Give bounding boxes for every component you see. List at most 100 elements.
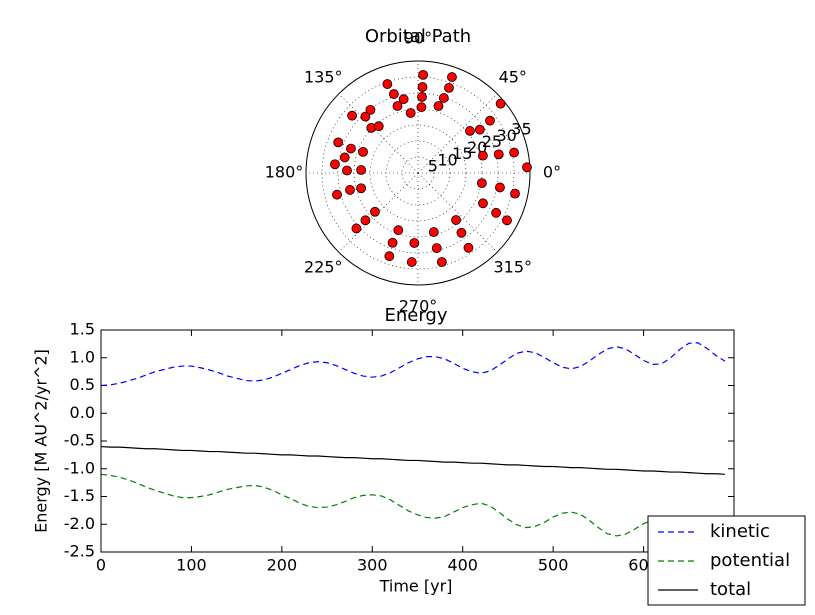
orbit-point [358, 146, 368, 157]
orbit-point [495, 98, 506, 109]
y-axis-label: Energy [M AU^2/yr^2] [32, 349, 51, 533]
y-tick-label: -2.5 [64, 542, 95, 561]
orbit-point [418, 69, 429, 80]
orbit-point [522, 162, 532, 173]
r-tick-label: 35 [511, 120, 531, 139]
x-tick-label: 300 [357, 556, 388, 575]
orbit-point [392, 101, 403, 111]
orbit-point [393, 225, 404, 236]
orbit-point [463, 242, 474, 253]
orbit-point [436, 257, 447, 267]
x-tick-label: 200 [267, 556, 298, 575]
orbit-point [502, 215, 512, 226]
theta-tick-label: 315° [493, 257, 532, 276]
orbit-point [332, 189, 342, 200]
orbit-point [360, 215, 371, 226]
orbit-point [456, 227, 467, 238]
theta-tick-label: 90° [404, 29, 432, 48]
legend-label: potential [710, 550, 790, 571]
y-tick-label: 0.0 [70, 403, 95, 422]
theta-grid-line [338, 93, 419, 174]
series-line [101, 473, 726, 545]
orbit-point [333, 137, 344, 148]
orbit-point [360, 111, 371, 122]
theta-tick-label: 180° [265, 163, 304, 182]
y-tick-label: 0.5 [70, 375, 95, 394]
orbit-point [406, 257, 417, 267]
x-tick-label: 500 [538, 556, 569, 575]
orbit-point [476, 178, 487, 189]
x-tick-label: 400 [447, 556, 478, 575]
legend: kinetic potential total [647, 515, 806, 606]
orbit-point [510, 188, 520, 199]
y-tick-label: -0.5 [64, 431, 95, 450]
orbit-point [339, 152, 350, 163]
polar-frame [305, 60, 531, 286]
orbit-point [387, 237, 398, 248]
y-tick-label: -1.0 [64, 458, 95, 477]
legend-label: kinetic [710, 521, 770, 542]
y-tick-label: -1.5 [64, 486, 95, 505]
orbit-point [330, 159, 340, 170]
orbit-point [428, 227, 439, 237]
plot-area [101, 342, 726, 545]
y-tick-label: 1.0 [70, 347, 95, 366]
y-tick-label: -2.0 [64, 514, 95, 533]
orbit-point [495, 182, 505, 193]
orbit-point [485, 115, 495, 126]
theta-tick-label: 135° [304, 68, 343, 87]
orbit-point [388, 89, 399, 99]
orbit-point [398, 94, 409, 105]
orbit-point [356, 165, 367, 175]
r-tick-label: 5 [428, 156, 438, 175]
orbit-point [417, 92, 427, 102]
orbit-point [451, 215, 461, 225]
orbit-point [405, 108, 416, 118]
series-line [101, 445, 725, 475]
legend-label: total [710, 579, 751, 600]
orbit-point [370, 206, 380, 217]
orbit-point [474, 124, 485, 135]
series-line [101, 342, 726, 387]
orbit-point [347, 110, 357, 121]
orbit-point [342, 165, 352, 176]
orbit-point [365, 104, 376, 115]
orbit-point [438, 93, 449, 103]
orbit-point [444, 83, 454, 93]
orbit-point [478, 150, 488, 161]
theta-tick-label: 225° [304, 257, 343, 276]
y-tick-label: 1.5 [70, 320, 95, 339]
orbit-point [465, 126, 475, 136]
r-tick-label: 30 [497, 126, 517, 145]
x-tick-label: 100 [176, 556, 207, 575]
orbit-point [493, 149, 504, 160]
orbit-point [345, 185, 355, 195]
orbit-point [431, 243, 442, 254]
orbit-point [409, 238, 420, 248]
r-tick-label: 25 [482, 132, 502, 151]
orbit-point [433, 101, 444, 111]
orbit-point [478, 198, 488, 209]
orbit-point [509, 147, 519, 158]
theta-tick-label: 45° [499, 68, 527, 87]
x-axis-label: Time [yr] [379, 577, 453, 596]
r-tick-label: 10 [437, 150, 457, 169]
orbit-point [351, 223, 362, 234]
polar-title: Orbital Path [365, 26, 471, 47]
orbit-point [382, 79, 393, 89]
orbit-point [447, 72, 457, 82]
orbit-point [373, 121, 384, 132]
orbit-point [346, 143, 356, 154]
orbit-point [384, 251, 395, 262]
axes-frame [100, 329, 735, 553]
orbit-point [356, 183, 367, 194]
orbit-point [491, 207, 502, 218]
r-tick-label: 15 [452, 144, 472, 163]
theta-tick-label: 0° [543, 163, 561, 182]
x-tick-label: 0 [96, 556, 106, 575]
theta-tick-label: 270° [399, 297, 438, 316]
energy-title: Energy [384, 305, 447, 326]
orbit-point [416, 102, 427, 113]
orbit-point [417, 82, 428, 92]
